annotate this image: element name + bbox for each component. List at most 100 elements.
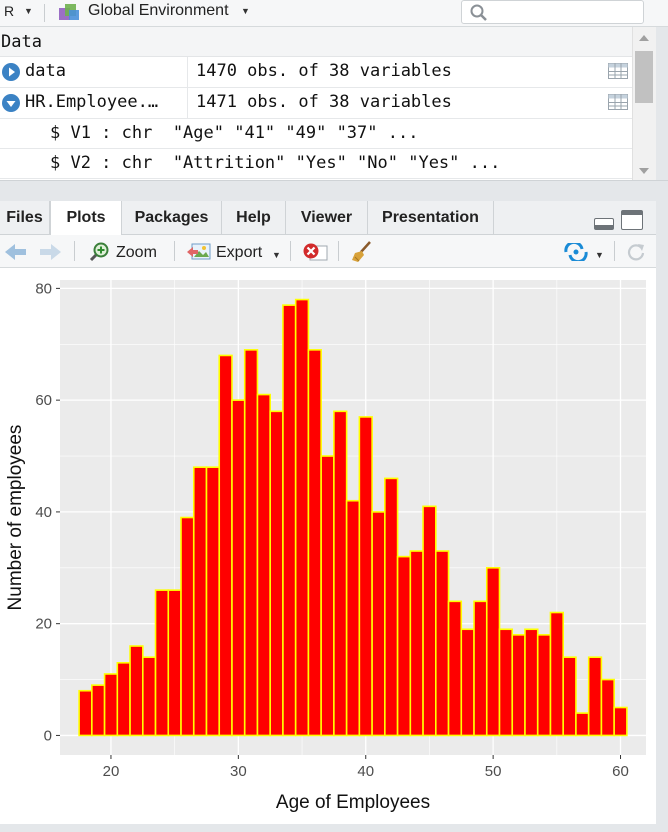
plot-toolbar: Zoom Export ▼ ▼ [0, 235, 656, 268]
scroll-down-icon[interactable] [639, 168, 649, 174]
forward-arrow-icon[interactable] [38, 243, 62, 261]
variable-name[interactable]: data [25, 61, 66, 81]
back-arrow-icon[interactable] [4, 243, 28, 261]
histogram-bar [575, 712, 590, 737]
remove-plot-icon[interactable] [302, 242, 328, 262]
tab-presentation[interactable]: Presentation [368, 201, 494, 234]
environment-icon [59, 4, 79, 20]
histogram-bar [371, 511, 386, 737]
broom-icon[interactable] [350, 240, 374, 264]
toolbar-divider [338, 241, 339, 261]
search-input[interactable] [494, 3, 638, 23]
histogram-bar [243, 349, 259, 737]
histogram-bar [524, 628, 539, 737]
histogram-bar [562, 656, 577, 737]
zoom-button[interactable]: Zoom [116, 244, 157, 261]
histogram-bar [600, 678, 615, 737]
zoom-icon[interactable] [88, 241, 110, 263]
collapse-icon[interactable] [2, 94, 20, 112]
toolbar-divider [290, 241, 291, 261]
toolbar-divider [614, 241, 615, 261]
column-summary-row: $ V1 : chr "Age" "41" "49" "37" ... [0, 119, 632, 149]
histogram-bar [307, 349, 322, 737]
tab-packages[interactable]: Packages [122, 201, 222, 234]
refresh-icon[interactable] [626, 242, 646, 262]
y-tick-label: 60 [35, 392, 52, 409]
scroll-up-icon[interactable] [639, 35, 649, 41]
environment-search[interactable] [461, 0, 644, 24]
export-icon[interactable] [186, 242, 212, 262]
histogram-bar [116, 661, 131, 737]
x-tick-label: 60 [612, 763, 629, 780]
scrollbar-thumb[interactable] [635, 51, 653, 103]
table-view-icon[interactable] [608, 63, 628, 79]
histogram-bar [294, 298, 310, 737]
pane-bottom-border [0, 824, 668, 832]
histogram-bar [78, 689, 93, 737]
histogram-bar [142, 656, 157, 737]
plot-viewer: 0 20 40 60 80 20 30 40 50 60 Age of Employees Numbe… [0, 268, 656, 824]
x-tick-label: 50 [485, 763, 502, 780]
tab-help[interactable]: Help [222, 201, 286, 234]
histogram-bar [167, 589, 182, 737]
age-histogram: 0 20 40 60 80 20 30 40 50 60 Age of Employees Numbe… [5, 280, 646, 813]
histogram-bar [269, 410, 284, 737]
chevron-down-icon[interactable]: ▼ [241, 6, 250, 16]
histogram-bar [409, 550, 424, 737]
histogram-bar [256, 393, 271, 737]
env-row-hr-employee[interactable]: HR.Employee.… 1471 obs. of 38 variables [0, 88, 632, 119]
publish-icon[interactable] [562, 243, 590, 261]
histogram-bar [422, 505, 437, 737]
expand-icon[interactable] [2, 63, 20, 81]
column-summary-row: $ V2 : chr "Attrition" "Yes" "No" "Yes" … [0, 149, 632, 179]
histogram-bar [447, 600, 463, 737]
histogram-bar [192, 466, 208, 737]
histogram-bar [320, 455, 335, 737]
env-row-data[interactable]: data 1470 obs. of 38 variables [0, 57, 632, 88]
pane-splitter[interactable] [0, 180, 668, 201]
histogram-bar [231, 399, 246, 737]
tab-viewer[interactable]: Viewer [286, 201, 368, 234]
section-title: Data [1, 32, 42, 52]
environment-table: Data data 1470 obs. of 38 variables HR.E… [0, 27, 656, 180]
histogram-bar [180, 516, 195, 737]
y-tick-label: 20 [35, 616, 52, 633]
histogram-bar [460, 628, 475, 737]
export-button[interactable]: Export [216, 244, 263, 261]
histogram-bar [103, 673, 119, 737]
environment-scrollbar[interactable] [632, 27, 656, 180]
chevron-down-icon[interactable]: ▼ [24, 6, 33, 16]
histogram-bar [473, 600, 488, 737]
tab-plots[interactable]: Plots [50, 201, 122, 235]
histogram-bar [333, 410, 348, 737]
y-axis-label: Number of employees [5, 425, 26, 611]
column-summary: $ V2 : chr "Attrition" "Yes" "No" "Yes" … [50, 153, 501, 173]
language-selector[interactable]: R [4, 3, 15, 19]
chevron-down-icon[interactable]: ▼ [595, 250, 604, 260]
table-view-icon[interactable] [608, 94, 628, 110]
histogram-bar [282, 304, 297, 737]
y-tick-label: 40 [35, 504, 52, 521]
y-tick-label: 0 [44, 727, 52, 744]
maximize-pane-icon[interactable] [621, 210, 643, 230]
minimize-pane-icon[interactable] [594, 218, 614, 230]
environment-selector[interactable]: Global Environment [88, 2, 229, 19]
toolbar-divider [174, 241, 175, 261]
x-axis-label: Age of Employees [276, 792, 430, 813]
histogram-bar [384, 477, 399, 737]
search-icon [470, 4, 487, 21]
histogram-bar [435, 550, 450, 737]
tab-files[interactable]: Files [0, 201, 50, 234]
environment-toolbar: R ▼ Global Environment ▼ [0, 0, 668, 27]
x-tick-label: 40 [357, 763, 374, 780]
x-tick-label: 30 [230, 763, 247, 780]
histogram-bar [358, 416, 373, 737]
histogram-bar [218, 354, 233, 737]
histogram-bar [91, 684, 106, 737]
data-section-header: Data [0, 27, 640, 57]
variable-name[interactable]: HR.Employee.… [25, 92, 159, 112]
histogram-bar [396, 555, 412, 737]
toolbar-divider [74, 241, 75, 261]
variable-value: 1471 obs. of 38 variables [196, 92, 452, 112]
chevron-down-icon[interactable]: ▼ [272, 250, 281, 260]
